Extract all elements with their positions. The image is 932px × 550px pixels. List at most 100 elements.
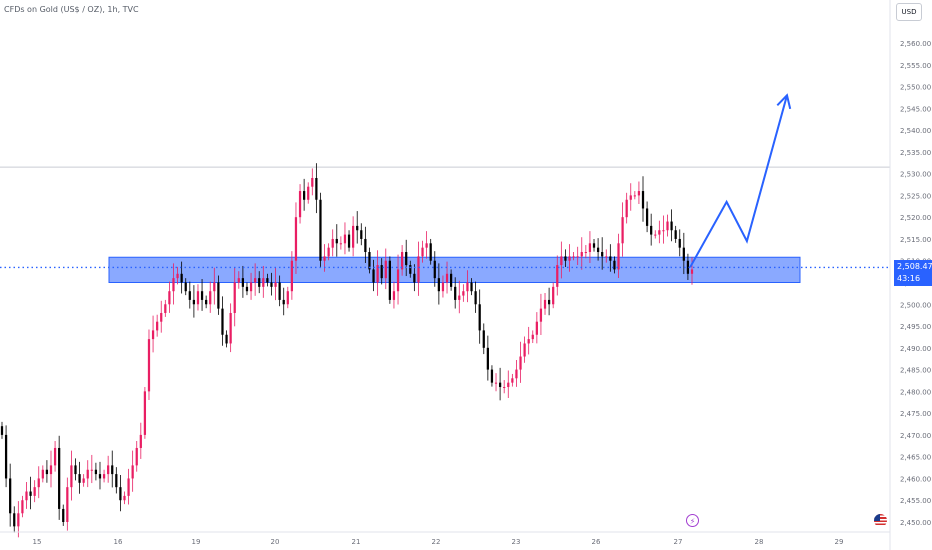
candle	[384, 248, 387, 290]
y-tick-label: 2,555.00	[900, 62, 931, 70]
candle	[405, 239, 408, 277]
candle	[543, 292, 547, 315]
candle	[192, 285, 196, 318]
candles-layer	[0, 163, 694, 538]
candle	[45, 460, 49, 483]
candle	[196, 284, 200, 311]
y-tick-label: 2,470.00	[900, 432, 931, 440]
candle	[531, 330, 534, 344]
overlay-layer	[0, 93, 890, 269]
candle	[601, 237, 604, 270]
candle	[86, 460, 89, 488]
candle	[119, 474, 122, 512]
candle	[225, 330, 228, 348]
candle	[425, 231, 428, 259]
y-tick-label: 2,460.00	[900, 475, 931, 483]
candle	[686, 253, 690, 281]
candle	[658, 220, 661, 244]
candle	[433, 251, 436, 287]
bar-countdown: 43:16	[897, 274, 921, 283]
candle	[21, 495, 24, 518]
y-tick-label: 2,540.00	[900, 127, 931, 135]
candle	[262, 265, 265, 298]
y-tick-label: 2,535.00	[900, 149, 931, 157]
candle	[445, 261, 449, 294]
x-tick-label: 22	[432, 538, 441, 546]
candle	[270, 272, 273, 296]
y-tick-label: 2,560.00	[900, 40, 931, 48]
candle	[580, 237, 583, 270]
candle	[343, 222, 347, 255]
candle	[70, 450, 73, 501]
candle	[519, 341, 522, 383]
candle	[209, 281, 212, 313]
candle	[690, 257, 694, 285]
candle	[621, 202, 624, 257]
candle	[200, 279, 204, 311]
candle	[294, 202, 298, 275]
candle	[678, 229, 681, 257]
candle	[523, 336, 526, 363]
y-tick-label: 2,550.00	[900, 84, 931, 92]
candle	[396, 254, 400, 305]
candle	[470, 278, 473, 296]
candle	[217, 275, 220, 315]
candle	[547, 287, 551, 316]
candle	[315, 163, 318, 214]
candle	[605, 249, 608, 263]
candle	[400, 245, 404, 276]
candle	[102, 469, 106, 483]
y-tick-label: 2,480.00	[900, 388, 931, 396]
candle	[156, 314, 159, 337]
candle	[560, 241, 563, 279]
candle	[625, 192, 628, 224]
candle	[9, 463, 12, 527]
support-zone	[108, 256, 801, 283]
candle	[278, 275, 281, 307]
y-tick-label: 2,495.00	[900, 323, 931, 331]
candle	[41, 465, 44, 483]
candle	[629, 183, 632, 211]
candle	[111, 450, 114, 488]
candle	[58, 435, 61, 520]
candle	[66, 477, 69, 531]
candle	[645, 201, 649, 233]
candle	[356, 211, 359, 244]
candle	[286, 286, 289, 309]
candle	[572, 252, 575, 261]
candle	[17, 501, 20, 538]
x-tick-label: 26	[592, 538, 601, 546]
candle	[298, 184, 302, 224]
flash-icon[interactable]: ⚡	[686, 514, 699, 527]
candle	[666, 214, 669, 237]
candle	[633, 191, 636, 200]
x-tick-label: 29	[835, 538, 844, 546]
candle	[327, 243, 330, 261]
x-tick-label: 23	[512, 538, 521, 546]
currency-button[interactable]: USD	[896, 3, 922, 21]
candle	[654, 230, 657, 239]
y-tick-label: 2,515.00	[900, 236, 931, 244]
candle	[364, 226, 367, 263]
candle	[62, 504, 65, 526]
candle	[486, 335, 489, 381]
candle	[237, 271, 240, 289]
candle	[245, 282, 249, 296]
candle	[143, 387, 147, 439]
candle	[490, 365, 494, 387]
candle	[160, 300, 163, 333]
candle	[229, 303, 232, 353]
candle	[417, 241, 420, 296]
candle	[539, 293, 543, 336]
candle	[682, 232, 685, 275]
candle	[507, 370, 510, 398]
candle	[188, 281, 191, 309]
candle	[421, 240, 424, 263]
candle	[347, 230, 351, 252]
candle	[527, 326, 530, 355]
candle	[29, 476, 32, 510]
us-flag-icon[interactable]	[874, 514, 887, 527]
candle	[307, 182, 310, 204]
candle	[151, 315, 155, 353]
